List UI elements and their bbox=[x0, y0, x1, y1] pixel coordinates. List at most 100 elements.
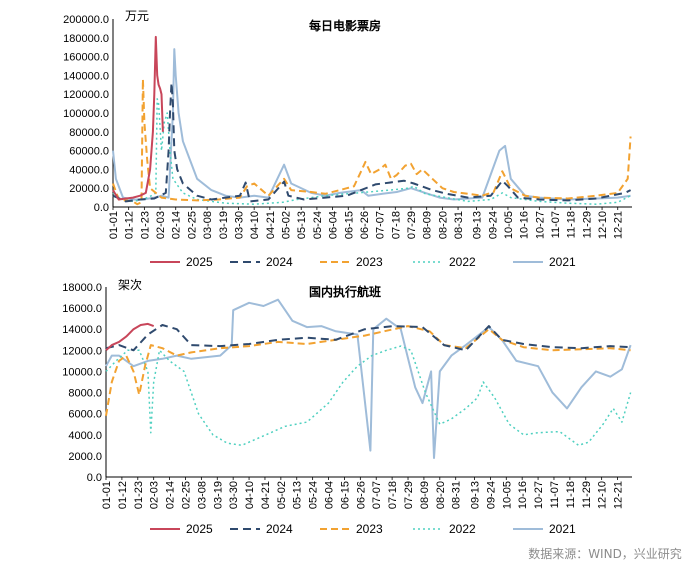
x-tick-label: 05-24 bbox=[312, 211, 324, 239]
y-tick-label: 8000.0 bbox=[68, 388, 102, 400]
y-tick-label: 140000.0 bbox=[63, 70, 109, 82]
legend-label-2025: 2025 bbox=[186, 255, 213, 269]
x-tick-label: 07-07 bbox=[375, 211, 387, 239]
x-tick-label: 11-18 bbox=[566, 211, 578, 238]
y-tick-label: 80000.0 bbox=[69, 127, 109, 139]
x-tick-label: 09-24 bbox=[485, 481, 497, 509]
legend-label-2025: 2025 bbox=[186, 522, 213, 536]
x-tick-label: 07-18 bbox=[390, 211, 402, 239]
x-tick-label: 01-23 bbox=[133, 481, 145, 509]
x-tick-label: 11-07 bbox=[549, 481, 561, 508]
x-tick-label: 08-09 bbox=[422, 211, 434, 239]
domestic-flights-chart: 架次 国内执行航班 18000.0 16000.0 14000.0 12000.0 10… bbox=[62, 278, 632, 536]
x-tick-label: 04-10 bbox=[244, 481, 256, 509]
x-tick-label: 10-27 bbox=[533, 481, 545, 509]
series-line-2025 bbox=[105, 322, 155, 352]
x-tick-label: 09-13 bbox=[469, 481, 481, 509]
x-tick-label: 09-13 bbox=[472, 211, 484, 239]
legend-label-2022: 2022 bbox=[449, 522, 476, 536]
y-tick-label: 16000.0 bbox=[62, 303, 102, 315]
x-tick-label: 08-09 bbox=[419, 481, 431, 509]
y-tick-label: 120000.0 bbox=[63, 89, 109, 101]
series-line-2021 bbox=[112, 48, 631, 201]
x-tick-label: 08-20 bbox=[437, 211, 449, 239]
x-tick-label: 01-01 bbox=[101, 481, 113, 509]
x-tick-label: 08-31 bbox=[451, 481, 463, 509]
source-note: 数据来源：WIND，兴业研究 bbox=[528, 546, 682, 561]
x-tick-label: 10-05 bbox=[501, 481, 513, 509]
x-tick-label: 12-10 bbox=[597, 481, 609, 509]
x-tick-label: 02-25 bbox=[180, 481, 192, 509]
y-tick-label: 100000.0 bbox=[63, 108, 109, 120]
x-tick-label: 11-07 bbox=[550, 211, 562, 238]
x-tick-label: 02-14 bbox=[171, 211, 183, 239]
series-line-2022 bbox=[112, 98, 631, 205]
y-tick-label: 200000.0 bbox=[63, 14, 109, 26]
x-tick-label: 10-16 bbox=[519, 211, 531, 239]
series-line-2022 bbox=[105, 345, 632, 447]
y-tick-label: 12000.0 bbox=[62, 345, 102, 357]
x-tick-label: 03-30 bbox=[233, 211, 245, 239]
legend-label-2023: 2023 bbox=[356, 522, 383, 536]
x-tick-label: 12-21 bbox=[613, 211, 625, 239]
chart-title: 每日电影票房 bbox=[309, 18, 381, 33]
legend-label-2022: 2022 bbox=[449, 255, 476, 269]
legend-label-2024: 2024 bbox=[266, 522, 293, 536]
y-tick-label: 180000.0 bbox=[63, 33, 109, 45]
x-tick-label: 12-10 bbox=[597, 211, 609, 239]
x-tick-label: 11-29 bbox=[581, 211, 593, 238]
x-tick-label: 01-12 bbox=[124, 211, 136, 239]
y-tick-label: 6000.0 bbox=[68, 409, 102, 421]
y-tick-label: 18000.0 bbox=[62, 282, 102, 294]
x-tick-label: 03-30 bbox=[228, 481, 240, 509]
x-tick-label: 08-31 bbox=[453, 211, 465, 239]
x-tick-label: 06-26 bbox=[355, 481, 367, 509]
series-line-2021 bbox=[105, 298, 632, 459]
x-tick-label: 06-04 bbox=[328, 211, 340, 239]
x-tick-label: 10-27 bbox=[534, 211, 546, 239]
y-tick-label: 2000.0 bbox=[68, 451, 102, 463]
x-tick-label: 01-12 bbox=[117, 481, 129, 509]
x-tick-label: 10-05 bbox=[503, 211, 515, 239]
x-tick-label: 01-01 bbox=[108, 211, 120, 239]
x-tick-label: 06-15 bbox=[343, 211, 355, 239]
chart-title: 国内执行航班 bbox=[309, 284, 381, 299]
series-line-2024 bbox=[112, 81, 632, 203]
legend-label-2023: 2023 bbox=[356, 255, 383, 269]
y-tick-label: 0.0 bbox=[87, 472, 102, 484]
legend-label-2024: 2024 bbox=[266, 255, 293, 269]
unit-label: 万元 bbox=[125, 9, 149, 23]
x-tick-label: 07-07 bbox=[371, 481, 383, 509]
legend-label-2021: 2021 bbox=[549, 255, 576, 269]
x-tick-label: 11-18 bbox=[565, 481, 577, 508]
x-tick-label: 06-26 bbox=[359, 211, 371, 239]
x-tick-label: 09-24 bbox=[487, 211, 499, 239]
x-tick-label: 07-29 bbox=[403, 481, 415, 509]
x-tick-label: 06-15 bbox=[339, 481, 351, 509]
y-tick-label: 20000.0 bbox=[69, 183, 109, 195]
x-tick-label: 03-08 bbox=[196, 481, 208, 509]
x-tick-label: 05-24 bbox=[308, 481, 320, 509]
x-tick-label: 05-13 bbox=[292, 481, 304, 509]
series-line-2024 bbox=[105, 324, 631, 352]
x-tick-label: 03-19 bbox=[218, 211, 230, 239]
y-tick-label: 40000.0 bbox=[69, 164, 109, 176]
x-tick-label: 02-03 bbox=[149, 481, 161, 509]
x-tick-label: 02-14 bbox=[165, 481, 177, 509]
y-tick-label: 14000.0 bbox=[62, 324, 102, 336]
box-office-chart: 万元 每日电影票房 200000.0 180000.0 160000.0 140000… bbox=[63, 9, 632, 269]
x-tick-label: 03-19 bbox=[212, 481, 224, 509]
x-tick-label: 04-10 bbox=[249, 211, 261, 239]
x-tick-label: 03-08 bbox=[202, 211, 214, 239]
x-tick-label: 05-13 bbox=[296, 211, 308, 239]
x-tick-label: 05-02 bbox=[276, 481, 288, 509]
x-tick-label: 06-04 bbox=[324, 481, 336, 509]
x-tick-label: 07-18 bbox=[387, 481, 399, 509]
legend-label-2021: 2021 bbox=[549, 522, 576, 536]
series-line-2025 bbox=[112, 35, 164, 201]
series-line-2023 bbox=[112, 78, 632, 206]
x-tick-label: 05-02 bbox=[281, 211, 293, 239]
x-tick-label: 02-25 bbox=[186, 211, 198, 239]
x-tick-label: 04-21 bbox=[265, 211, 277, 239]
